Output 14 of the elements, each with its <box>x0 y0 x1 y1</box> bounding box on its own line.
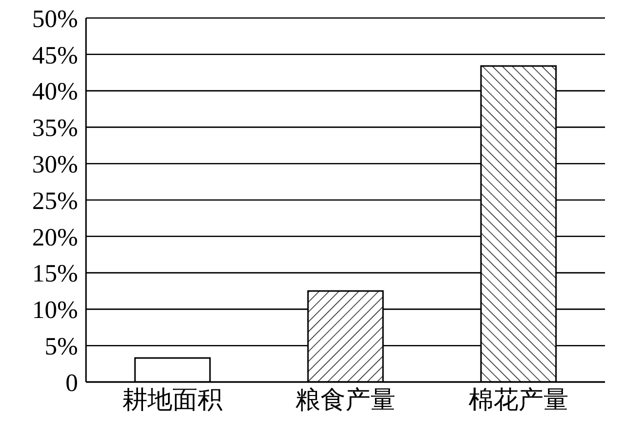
y-tick-label: 0 <box>66 370 78 397</box>
y-tick-label: 5% <box>44 333 78 360</box>
y-tick-label: 40% <box>32 78 78 106</box>
y-tick-label: 50% <box>32 6 78 33</box>
x-tick-label: 耕地面积 <box>122 386 222 414</box>
y-tick-label: 30% <box>32 151 78 178</box>
y-tick-label: 45% <box>32 42 78 70</box>
x-tick-label: 棉花产量 <box>468 386 568 414</box>
y-tick-label: 15% <box>32 260 78 288</box>
y-tick-label: 25% <box>32 188 78 215</box>
y-tick-label: 10% <box>32 297 78 324</box>
y-tick-label: 35% <box>32 115 78 142</box>
x-tick-label: 粮食产量 <box>296 386 396 414</box>
y-tick-label: 20% <box>32 224 78 252</box>
